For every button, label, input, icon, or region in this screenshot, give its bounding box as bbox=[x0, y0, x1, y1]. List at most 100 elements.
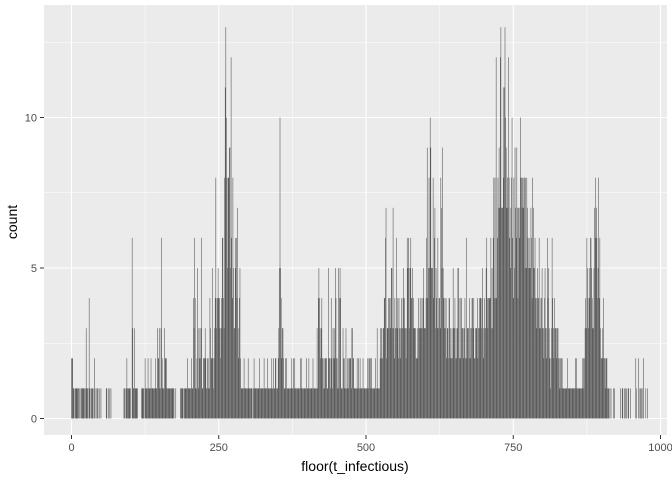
histogram-bar bbox=[428, 268, 429, 419]
histogram-bar bbox=[131, 237, 133, 419]
histogram-bar bbox=[393, 358, 395, 419]
histogram-bar bbox=[250, 388, 252, 419]
histogram-bar bbox=[446, 328, 448, 419]
histogram-bar bbox=[242, 388, 243, 419]
histogram-bar bbox=[298, 388, 300, 419]
histogram-bar bbox=[356, 388, 357, 419]
histogram-bar bbox=[322, 358, 323, 419]
histogram-bar bbox=[182, 388, 184, 419]
histogram-bar bbox=[408, 237, 409, 419]
histogram-bar bbox=[338, 388, 340, 419]
histogram-bar bbox=[211, 358, 212, 419]
histogram-bar bbox=[158, 328, 160, 419]
histogram-bar bbox=[393, 328, 394, 419]
histogram-bar bbox=[108, 388, 109, 419]
histogram-bar bbox=[601, 358, 602, 419]
histogram-bar bbox=[544, 298, 545, 419]
histogram-bar bbox=[192, 388, 194, 419]
histogram-bar bbox=[434, 207, 436, 419]
histogram-bar bbox=[368, 358, 370, 419]
histogram-bar bbox=[527, 207, 528, 419]
histogram-bar bbox=[438, 298, 440, 419]
histogram-bar bbox=[264, 388, 265, 419]
histogram-bar bbox=[247, 388, 248, 419]
histogram-bar bbox=[166, 358, 167, 419]
histogram-bar bbox=[622, 388, 624, 419]
histogram-bar bbox=[246, 388, 248, 419]
histogram-bar bbox=[75, 388, 77, 419]
histogram-bar bbox=[397, 298, 399, 419]
histogram-bar bbox=[438, 328, 439, 419]
histogram-bar bbox=[423, 268, 425, 419]
histogram-bar bbox=[621, 388, 623, 419]
histogram-bar bbox=[191, 388, 193, 419]
histogram-bar bbox=[81, 388, 82, 419]
histogram-bar bbox=[231, 237, 232, 419]
histogram-bar bbox=[341, 388, 343, 419]
histogram-bar bbox=[436, 328, 438, 419]
histogram-bar bbox=[381, 328, 382, 419]
histogram-bar bbox=[371, 358, 372, 419]
histogram-bar bbox=[234, 328, 235, 419]
histogram-bar bbox=[583, 388, 585, 419]
histogram-bar bbox=[283, 388, 285, 419]
histogram-bar bbox=[584, 328, 586, 419]
histogram-bar bbox=[477, 298, 478, 419]
histogram-bar bbox=[270, 388, 272, 419]
histogram-bar bbox=[485, 328, 486, 419]
histogram-bar bbox=[390, 328, 392, 419]
histogram-bar bbox=[293, 388, 295, 419]
histogram-bar bbox=[558, 358, 559, 419]
histogram-bar bbox=[528, 268, 529, 419]
y-tick-label: 10 bbox=[25, 113, 37, 125]
histogram-bar bbox=[431, 268, 432, 419]
histogram-bar bbox=[370, 358, 372, 419]
histogram-bar bbox=[262, 388, 263, 419]
histogram-bar bbox=[550, 358, 552, 419]
histogram-bar bbox=[457, 268, 459, 419]
histogram-bar bbox=[168, 388, 169, 419]
histogram-bar bbox=[563, 388, 564, 419]
histogram-bar bbox=[359, 358, 361, 419]
histogram-bar bbox=[168, 388, 170, 419]
histogram-bar bbox=[236, 237, 237, 419]
histogram-bar bbox=[273, 388, 275, 419]
histogram-bar bbox=[310, 388, 312, 419]
histogram-bar bbox=[348, 388, 349, 419]
histogram-bar bbox=[587, 268, 588, 419]
histogram-bar bbox=[333, 358, 334, 419]
histogram-bar bbox=[605, 358, 607, 419]
histogram-bar bbox=[302, 388, 304, 419]
histogram-bar bbox=[201, 388, 203, 419]
histogram-bar bbox=[378, 388, 379, 419]
histogram-bar bbox=[270, 388, 271, 419]
histogram-bar bbox=[630, 388, 631, 419]
histogram-bar bbox=[227, 268, 228, 419]
histogram-bar bbox=[578, 388, 580, 419]
histogram-bar bbox=[620, 388, 621, 419]
histogram-bar bbox=[218, 298, 220, 419]
histogram-bar bbox=[465, 358, 467, 419]
histogram-bar bbox=[75, 388, 76, 419]
histogram-bar bbox=[300, 358, 301, 419]
histogram-bar bbox=[636, 388, 637, 419]
histogram-bar bbox=[468, 328, 469, 419]
histogram-bar bbox=[567, 388, 569, 419]
histogram-bar bbox=[447, 328, 449, 419]
histogram-bar bbox=[439, 328, 441, 419]
histogram-bar bbox=[588, 328, 589, 419]
histogram-bar bbox=[599, 237, 601, 419]
histogram-bar bbox=[255, 388, 257, 419]
histogram-bar bbox=[297, 388, 298, 419]
histogram-bar bbox=[269, 388, 270, 419]
histogram-bar bbox=[506, 207, 508, 419]
histogram-bar bbox=[338, 268, 339, 419]
histogram-bar bbox=[286, 358, 287, 419]
histogram-bar bbox=[381, 358, 383, 419]
histogram-bar bbox=[335, 268, 336, 419]
histogram-bar bbox=[236, 298, 238, 419]
histogram-bar bbox=[276, 388, 277, 419]
histogram-bar bbox=[591, 298, 593, 419]
histogram-bar bbox=[240, 388, 242, 419]
histogram-bar bbox=[409, 328, 410, 419]
